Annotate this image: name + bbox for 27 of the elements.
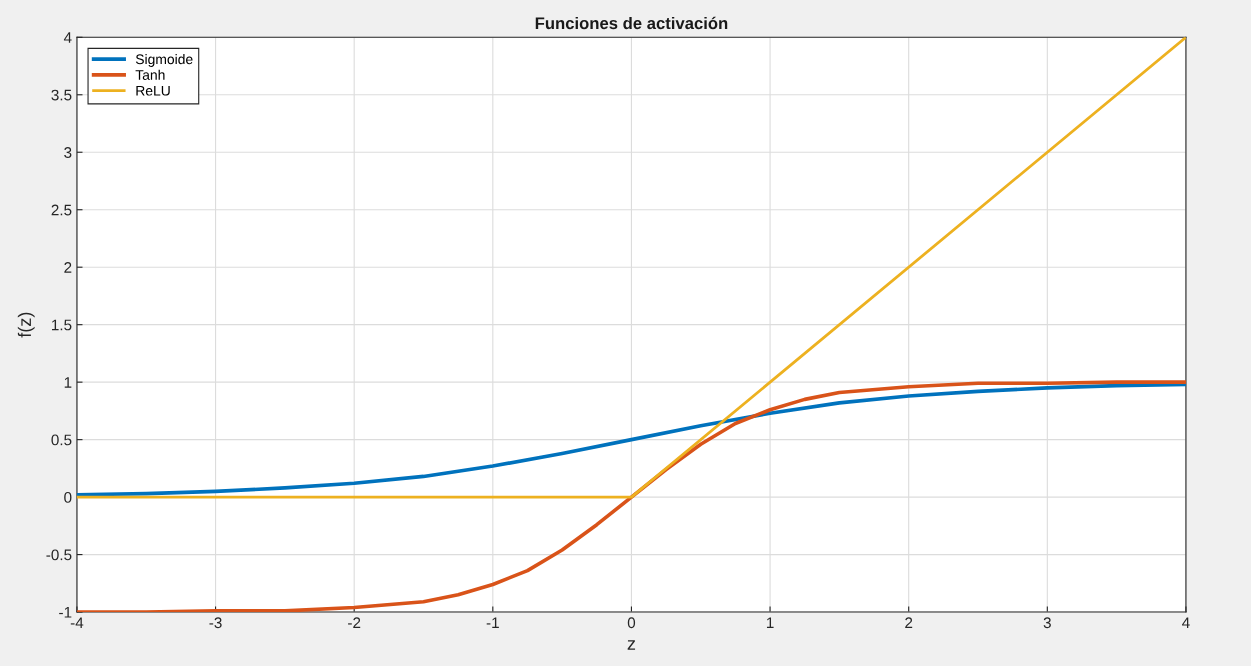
x-tick-label: 3 bbox=[1043, 617, 1051, 629]
x-tick-label: 2 bbox=[905, 617, 913, 628]
y-tick-label: 4 bbox=[63, 32, 72, 43]
line-series bbox=[76, 382, 1186, 497]
y-tick-label: 2.5 bbox=[51, 204, 72, 216]
y-tick-label: 1 bbox=[64, 377, 72, 388]
legend-label: Tanh bbox=[135, 69, 165, 80]
y-axis-title: f(z) bbox=[17, 312, 35, 338]
x-tick-label: -1 bbox=[486, 617, 499, 628]
x-tick-label: 4 bbox=[1182, 617, 1190, 628]
y-tick-label: -1 bbox=[59, 607, 72, 618]
legend-label: Sigmoide bbox=[135, 53, 193, 67]
y-tick-label: 0.5 bbox=[51, 434, 72, 446]
chart-title: Funciones de activación bbox=[535, 16, 728, 30]
y-tick-label: 0 bbox=[64, 491, 72, 503]
x-tick-label: 1 bbox=[766, 617, 774, 628]
x-tick-label: -2 bbox=[348, 617, 361, 628]
x-tick-label: -4 bbox=[70, 617, 84, 628]
y-tick-label: -0.5 bbox=[46, 549, 72, 561]
legend-label: ReLU bbox=[136, 85, 170, 96]
y-tick-label: 2 bbox=[64, 262, 72, 273]
y-tick-label: 3.5 bbox=[51, 89, 72, 101]
y-tick-label: 3 bbox=[64, 147, 72, 158]
x-tick-label: -3 bbox=[209, 617, 222, 629]
x-axis-title: z bbox=[627, 640, 636, 650]
y-tick-label: 1.5 bbox=[52, 319, 72, 331]
x-tick-label: 0 bbox=[627, 617, 636, 629]
